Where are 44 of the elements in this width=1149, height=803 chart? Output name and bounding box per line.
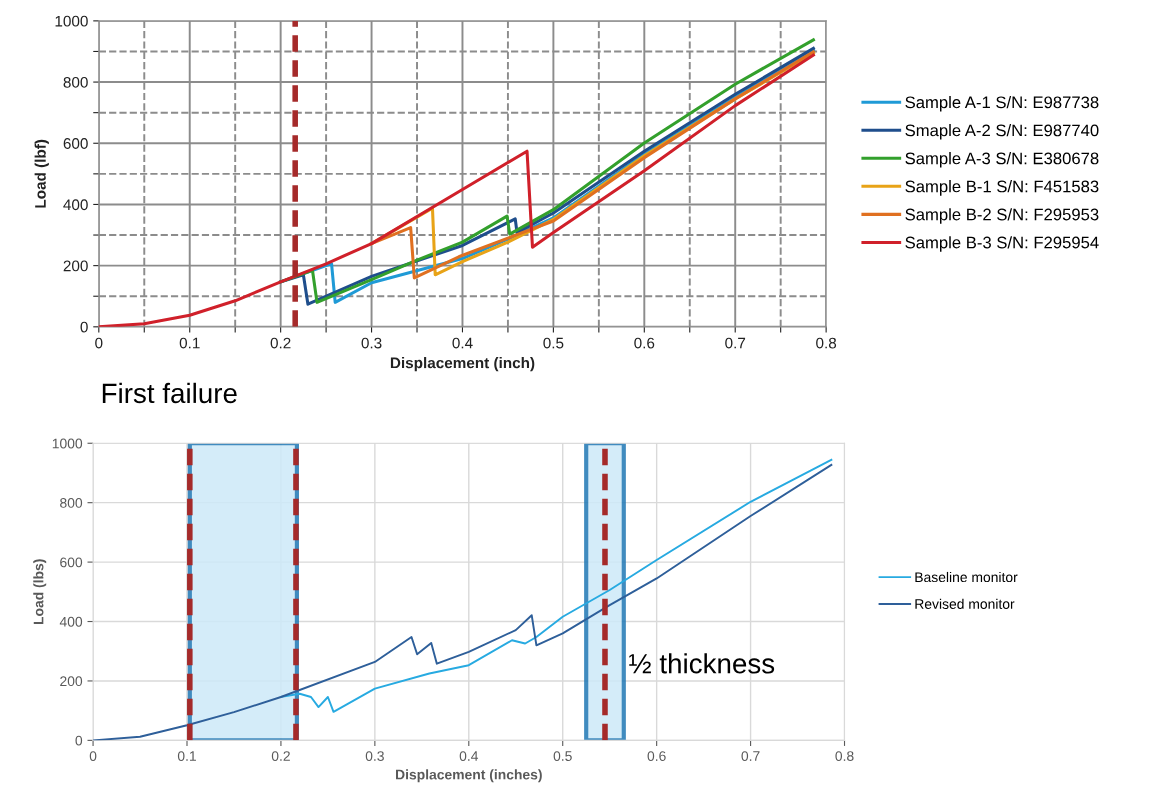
legend-label: Sample A-1 S/N: E987738 xyxy=(905,95,1099,112)
y-tick-label: 0 xyxy=(75,735,83,746)
x-tick-label: 0 xyxy=(89,751,97,761)
x-tick-label: 0.3 xyxy=(361,337,382,349)
y-tick-label: 200 xyxy=(60,676,83,687)
x-tick-label: 0 xyxy=(95,337,103,349)
x-tick-label: 0.7 xyxy=(725,337,746,349)
legend-label: Sample B-1 S/N: F451583 xyxy=(905,180,1099,196)
x-tick-label: 0.5 xyxy=(553,751,572,761)
legend-label: Sample B-2 S/N: F295953 xyxy=(905,208,1099,224)
y-tick-label: 1000 xyxy=(52,438,83,449)
legend-label: Sample B-3 S/N: F295954 xyxy=(905,236,1099,252)
y-tick-label: 1000 xyxy=(55,15,88,27)
y-tick-label: 800 xyxy=(63,76,88,88)
x-axis-title: Displacement (inches) xyxy=(396,769,542,783)
x-tick-label: 0.4 xyxy=(452,337,473,349)
y-axis-title: Load (lbf) xyxy=(34,139,49,208)
x-tick-label: 0.2 xyxy=(271,751,290,761)
y-tick-label: 400 xyxy=(63,199,88,211)
y-tick-label: 0 xyxy=(80,321,88,333)
x-tick-label: 0.8 xyxy=(816,337,837,349)
y-tick-label: 600 xyxy=(60,557,83,568)
legend-label: Sample A-3 S/N: E380678 xyxy=(905,152,1099,168)
x-axis-title: Displacement (inch) xyxy=(390,357,535,372)
x-tick-label: 0.6 xyxy=(634,337,655,349)
x-tick-label: 0.1 xyxy=(177,751,196,761)
x-tick-label: 0.7 xyxy=(741,751,760,761)
x-tick-label: 0.2 xyxy=(270,337,291,349)
x-tick-label: 0.3 xyxy=(365,751,384,761)
x-tick-label: 0.5 xyxy=(543,337,564,349)
y-axis-title: Load (lbs) xyxy=(33,559,47,625)
y-tick-label: 200 xyxy=(63,260,88,272)
x-tick-label: 0.6 xyxy=(647,751,666,761)
annotation: ½ thickness xyxy=(629,653,775,674)
x-tick-label: 0.1 xyxy=(179,337,200,349)
text: First failure xyxy=(102,382,237,404)
legend-label: Baseline monitor xyxy=(915,571,1018,583)
y-tick-label: 600 xyxy=(63,138,88,149)
legend-label: Smaple A-2 S/N: E987740 xyxy=(905,124,1099,140)
y-tick-label: 800 xyxy=(60,498,83,508)
y-tick-label: 400 xyxy=(59,616,83,627)
legend-label: Revised monitor xyxy=(915,598,1015,609)
x-tick-label: 0.8 xyxy=(835,751,854,761)
x-tick-label: 0.4 xyxy=(459,751,479,761)
